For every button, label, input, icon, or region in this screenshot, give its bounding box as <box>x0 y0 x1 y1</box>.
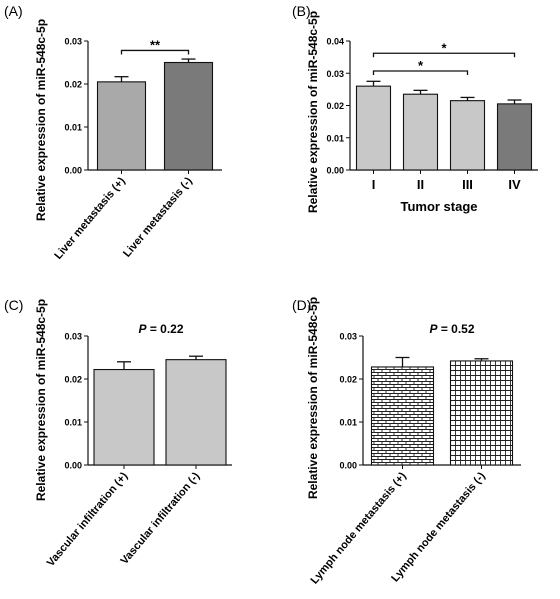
panel-c: (C) Relative expression of miR-548c-5p 0… <box>4 297 232 569</box>
bar <box>355 85 392 171</box>
y-tick-label: 0.04 <box>326 37 344 47</box>
y-tick-label: 0.03 <box>64 332 82 342</box>
x-tick-label: I <box>372 177 376 192</box>
x-tick-label: Liver metastasis (+) <box>52 175 128 262</box>
x-tick-label: Lymph node metastasis (-) <box>389 470 488 584</box>
bar <box>449 360 514 466</box>
panel-a-plot: 0.00 0.01 0.02 0.03 Liver metastasis (+)Live… <box>52 37 222 262</box>
panel-b-y-axis-title: Relative expression of miR-548c-5p <box>306 11 320 213</box>
bar <box>165 359 227 466</box>
y-tick-label: 0.00 <box>64 166 82 176</box>
panel-a: (A) Relative expression of miR-548c-5p 0… <box>4 3 222 262</box>
y-tick-label: 0.00 <box>339 461 357 471</box>
bar <box>370 366 435 466</box>
x-tick-label: Vascular infiltration (-) <box>118 470 202 567</box>
y-tick-label: 0.01 <box>64 418 82 428</box>
x-tick-label: Liver metastasis (-) <box>121 175 195 260</box>
panel-c-label: (C) <box>4 297 23 313</box>
x-tick-label: Lymph node metastasis (+) <box>309 470 409 587</box>
y-tick-label: 0.01 <box>339 418 357 428</box>
panel-d: (D) Relative expression of miR-548c-5p 0… <box>292 297 521 587</box>
bar <box>496 103 533 171</box>
bar <box>96 81 147 171</box>
significance-label: * <box>418 58 424 73</box>
y-tick-label: 0.01 <box>326 133 344 143</box>
panel-b-label: (B) <box>292 3 311 19</box>
panel-d-label: (D) <box>292 297 311 313</box>
bar <box>402 93 439 171</box>
panel-d-y-axis-title: Relative expression of miR-548c-5p <box>306 297 320 499</box>
bar <box>163 61 214 171</box>
x-tick-label: II <box>417 177 424 192</box>
panel-c-plot: 0.00 0.01 0.02 0.03 Vascular infiltration (+… <box>45 332 232 569</box>
x-tick-label: Vascular infiltration (+) <box>45 470 131 569</box>
y-tick-label: 0.03 <box>64 37 82 47</box>
significance-bracket <box>120 49 190 55</box>
significance-bracket <box>372 52 516 58</box>
panel-c-y-axis-title: Relative expression of miR-548c-5p <box>34 299 48 501</box>
panel-b-x-axis-title: Tumor stage <box>400 199 477 214</box>
panel-a-label: (A) <box>4 3 23 19</box>
y-tick-label: 0.02 <box>64 80 82 90</box>
y-tick-label: 0.03 <box>339 332 357 342</box>
y-tick-label: 0.00 <box>64 461 82 471</box>
panel-a-y-axis-title: Relative expression of miR-548c-5p <box>34 19 48 221</box>
y-tick-label: 0.01 <box>64 123 82 133</box>
panel-d-annotation: P = 0.52 <box>429 322 474 336</box>
significance-bracket <box>372 70 469 75</box>
panel-d-plot: 0.00 0.01 0.02 0.03 Lymph node metastasis (+… <box>309 332 521 587</box>
y-tick-label: 0.02 <box>339 375 357 385</box>
significance-label: * <box>441 40 447 55</box>
y-tick-label: 0.02 <box>326 101 344 111</box>
panel-b: (B) Relative expression of miR-548c-5p 0… <box>292 3 538 214</box>
x-tick-label: III <box>462 177 473 192</box>
bar <box>93 368 155 466</box>
significance-label: ** <box>150 37 161 52</box>
y-tick-label: 0.02 <box>64 375 82 385</box>
panel-b-plot: 0.000.010.020.030.04I II III IV** <box>326 37 538 192</box>
y-tick-label: 0.00 <box>326 166 344 176</box>
y-tick-label: 0.03 <box>326 69 344 79</box>
bar <box>449 100 486 171</box>
panel-c-annotation: P = 0.22 <box>138 322 183 336</box>
x-tick-label: IV <box>508 177 521 192</box>
